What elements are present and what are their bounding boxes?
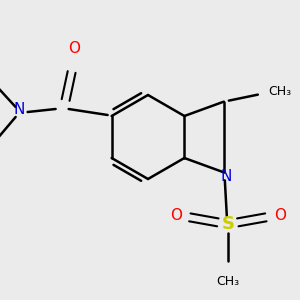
Text: O: O — [274, 208, 286, 223]
Text: CH₃: CH₃ — [268, 85, 291, 98]
Text: O: O — [170, 208, 182, 223]
Text: S: S — [221, 215, 234, 233]
Text: N: N — [14, 103, 25, 118]
Text: N: N — [220, 169, 232, 184]
Text: O: O — [68, 41, 80, 56]
Text: CH₃: CH₃ — [216, 275, 239, 288]
